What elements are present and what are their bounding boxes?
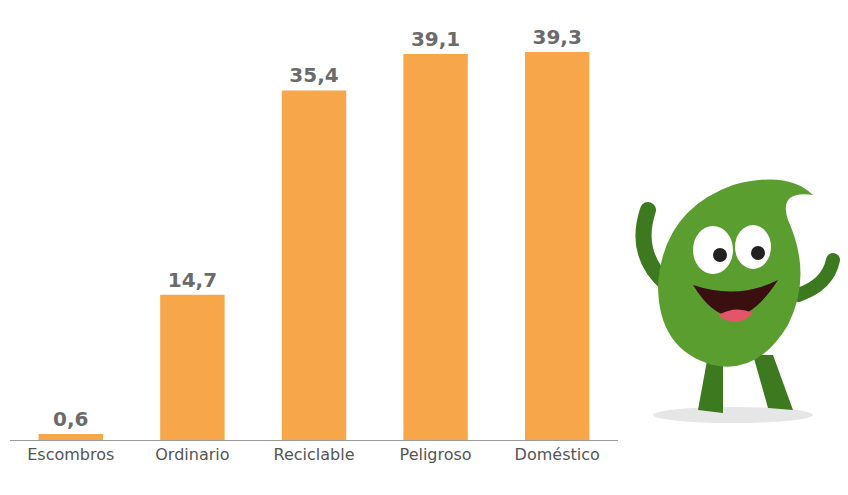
svg-text:0,6: 0,6 xyxy=(53,407,88,431)
svg-text:14,7: 14,7 xyxy=(168,268,217,292)
svg-text:Peligroso: Peligroso xyxy=(400,445,472,464)
svg-text:Reciclable: Reciclable xyxy=(274,445,355,464)
svg-text:39,3: 39,3 xyxy=(533,25,582,49)
svg-text:Doméstico: Doméstico xyxy=(515,445,600,464)
svg-text:39,1: 39,1 xyxy=(411,27,460,51)
svg-text:35,4: 35,4 xyxy=(289,63,338,87)
svg-text:Escombros: Escombros xyxy=(27,445,114,464)
svg-text:Ordinario: Ordinario xyxy=(155,445,229,464)
